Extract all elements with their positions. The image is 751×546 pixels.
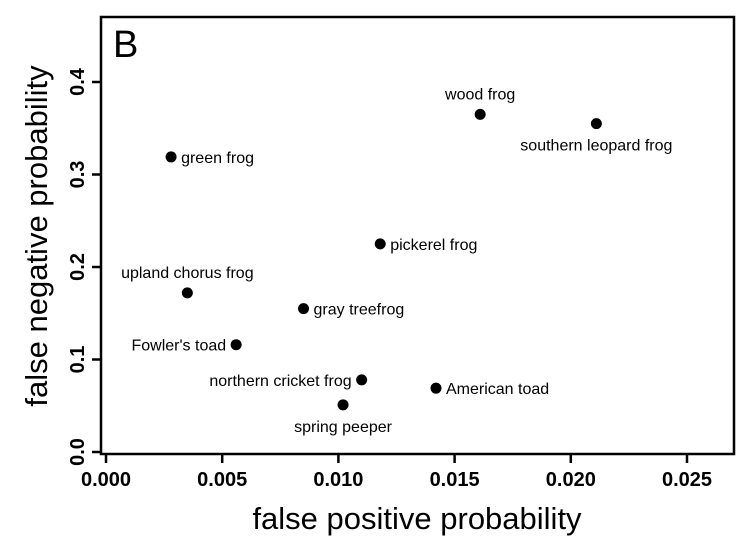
y-axis-title: false negative probability — [19, 65, 54, 407]
y-tick-label: 0.3 — [67, 161, 89, 189]
data-point — [181, 287, 193, 299]
data-label: gray treefrog — [314, 302, 405, 319]
x-tick-label: 0.020 — [546, 469, 596, 491]
data-point — [230, 339, 242, 351]
data-label: upland chorus frog — [121, 265, 254, 282]
data-points: wood frog southern leopard frog green frog… — [121, 86, 672, 435]
x-tick-label: 0.000 — [81, 469, 131, 491]
y-tick-label: 0.2 — [67, 253, 89, 281]
data-point — [374, 238, 386, 250]
data-label: northern cricket frog — [209, 373, 351, 390]
data-point — [590, 118, 602, 130]
data-label: spring peeper — [294, 419, 393, 436]
y-axis: 0.0 0.1 0.2 0.3 0.4 — [67, 67, 101, 466]
y-tick-label: 0.0 — [67, 438, 89, 466]
data-point — [337, 399, 349, 411]
data-point — [165, 151, 177, 163]
data-label: pickerel frog — [390, 237, 477, 254]
data-point — [474, 108, 486, 120]
data-point — [298, 303, 310, 315]
panel-label: B — [113, 24, 138, 66]
x-axis: 0.000 0.005 0.010 0.015 0.020 0.025 — [81, 454, 712, 491]
x-tick-label: 0.025 — [662, 469, 712, 491]
y-tick-label: 0.1 — [67, 346, 89, 374]
data-label: wood frog — [444, 86, 515, 103]
data-label: Fowler's toad — [131, 338, 226, 355]
data-label: green frog — [181, 150, 254, 167]
x-tick-label: 0.005 — [197, 469, 247, 491]
x-axis-title: false positive probability — [252, 501, 582, 536]
y-tick-label: 0.4 — [67, 67, 89, 96]
data-label: American toad — [446, 381, 549, 398]
plot-frame — [99, 15, 736, 456]
x-tick-label: 0.010 — [313, 469, 363, 491]
data-label: southern leopard frog — [520, 138, 672, 155]
data-point — [356, 374, 368, 386]
data-point — [430, 382, 442, 394]
x-tick-label: 0.015 — [430, 469, 480, 491]
